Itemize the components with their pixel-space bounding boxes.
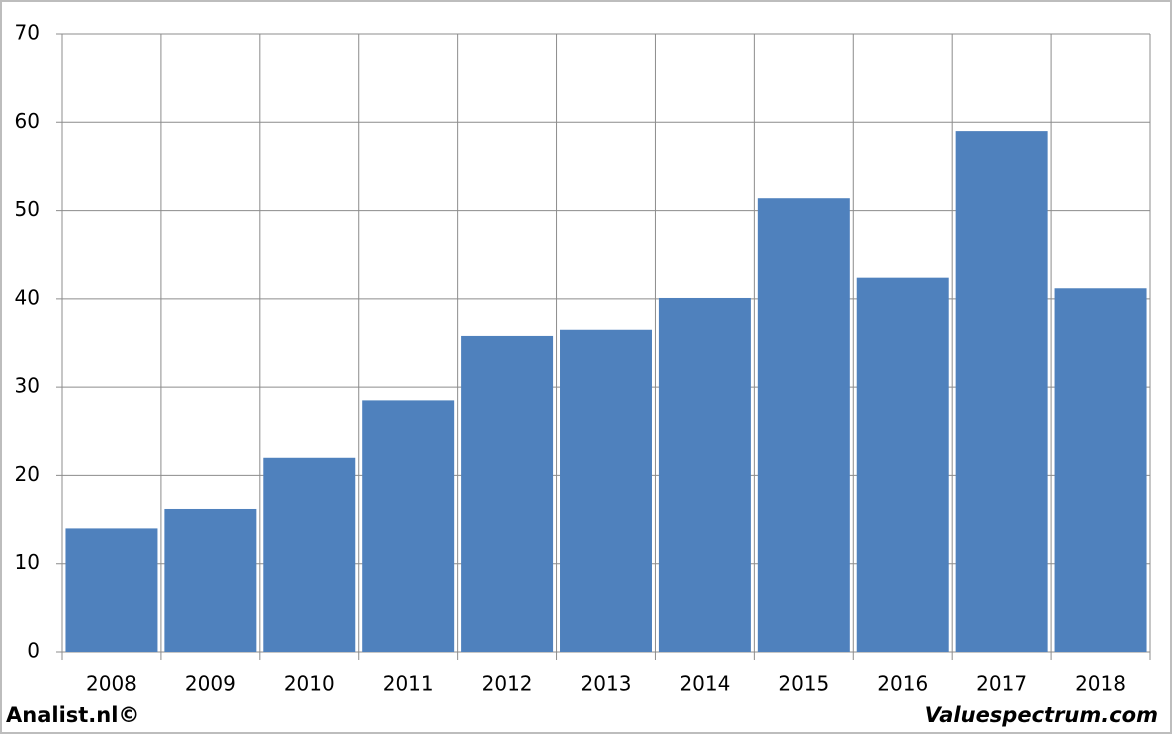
bar [362,400,455,652]
credit-left: Analist.nl© [6,703,139,727]
x-tick-label: 2016 [877,672,928,696]
bar [263,457,356,652]
y-tick-label: 70 [15,21,40,45]
y-tick-label: 0 [27,639,40,663]
bar [955,131,1048,653]
bar [856,277,949,652]
bar [757,198,850,652]
bar [461,335,554,652]
credit-right: Valuespectrum.com [925,703,1158,727]
x-tick-label: 2011 [383,672,434,696]
x-tick-label: 2013 [581,672,632,696]
y-tick-label: 40 [15,285,40,309]
x-tick-label: 2017 [976,672,1027,696]
y-tick-label: 30 [15,374,40,398]
bar [658,297,751,652]
y-tick-label: 60 [15,109,40,133]
x-tick-label: 2009 [185,672,236,696]
y-tick-label: 50 [15,197,40,221]
y-tick-label: 20 [15,462,40,486]
bar [560,329,652,652]
x-tick-label: 2008 [86,672,137,696]
bar [65,528,158,652]
x-tick-label: 2014 [679,672,730,696]
bar [164,508,257,652]
x-tick-label: 2012 [482,672,533,696]
x-tick-label: 2015 [778,672,829,696]
bar [1054,288,1147,652]
x-tick-label: 2018 [1075,672,1126,696]
x-tick-label: 2010 [284,672,335,696]
y-tick-label: 10 [15,550,40,574]
